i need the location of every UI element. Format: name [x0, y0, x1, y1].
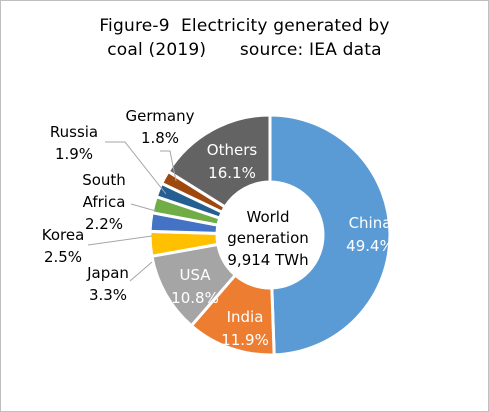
slice-others: [166, 113, 272, 209]
donut-slices: [148, 113, 392, 357]
slice-value-japan: 3.3%: [89, 286, 127, 304]
slice-value-usa: 10.8%: [171, 289, 219, 307]
slice-labels: China 49.4% India 11.9% USA 10.8% Japan 3.3% Kor…: [42, 107, 394, 349]
slice-value-china: 49.4%: [346, 237, 394, 255]
slice-value-others: 16.1%: [208, 164, 256, 182]
chart-title: Figure-9 Electricity generated by coal (…: [0, 14, 489, 62]
slice-value-south-africa: 2.2%: [85, 215, 123, 233]
center-label-line2: generation: [227, 229, 309, 247]
center-label-line1: World: [247, 208, 290, 226]
leader-line-korea: [87, 235, 153, 246]
slice-china: [268, 113, 392, 357]
chart-title-line2: coal (2019) source: IEA data: [107, 40, 382, 60]
slice-label-korea: Korea: [42, 226, 85, 244]
slice-label-india: India: [227, 308, 264, 326]
slice-label-germany: Germany: [126, 107, 195, 125]
slice-label-japan: Japan: [86, 264, 129, 282]
slice-value-india: 11.9%: [221, 331, 269, 349]
center-label-line3: 9,914 TWh: [227, 251, 308, 269]
chart-title-line1: Figure-9 Electricity generated by: [99, 16, 390, 36]
leader-line-germany: [160, 150, 177, 182]
leader-line-japan: [129, 261, 153, 282]
slice-value-russia: 1.9%: [55, 145, 93, 163]
leader-lines: [87, 141, 177, 282]
slice-label-south-africa-2: Africa: [83, 193, 126, 211]
slice-value-germany: 1.8%: [141, 129, 179, 147]
slice-value-korea: 2.5%: [44, 248, 82, 266]
leader-line-south-africa: [130, 203, 157, 212]
slice-label-usa: USA: [179, 266, 211, 284]
leader-line-russia: [105, 141, 167, 195]
slice-label-russia: Russia: [50, 123, 98, 141]
slice-label-china: China: [349, 214, 392, 232]
slice-label-others: Others: [207, 141, 258, 159]
slice-label-south-africa-1: South: [82, 171, 126, 189]
